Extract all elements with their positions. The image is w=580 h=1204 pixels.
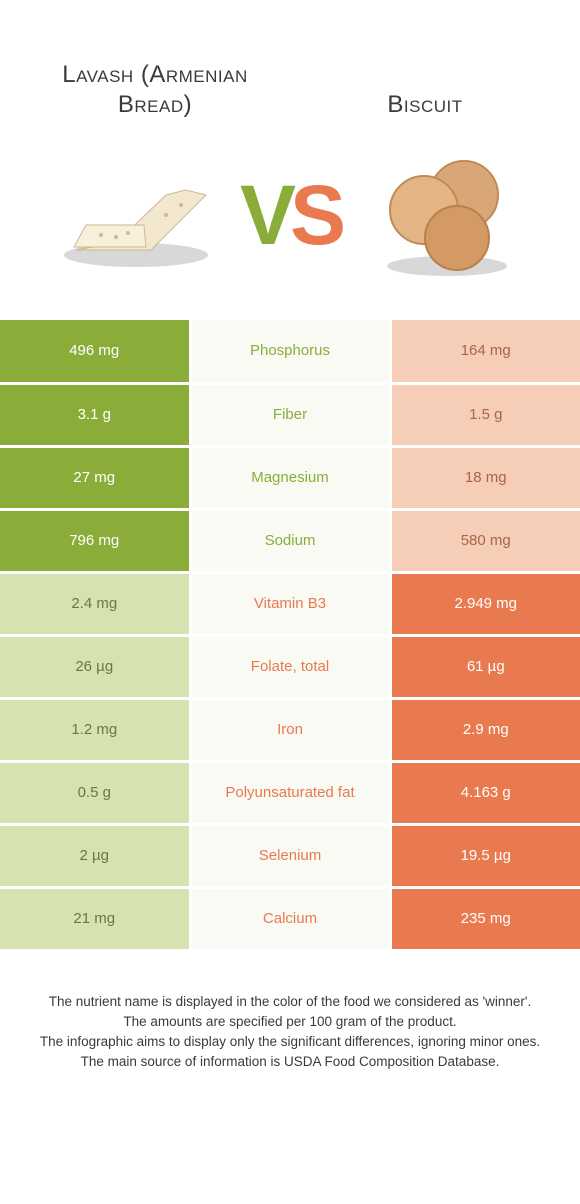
nutrient-name: Selenium xyxy=(190,824,390,887)
left-value: 27 mg xyxy=(0,446,190,509)
right-value: 580 mg xyxy=(390,509,580,572)
left-value: 21 mg xyxy=(0,887,190,950)
left-value: 1.2 mg xyxy=(0,698,190,761)
biscuit-image xyxy=(348,150,540,280)
nutrient-name: Fiber xyxy=(190,383,390,446)
right-value: 2.949 mg xyxy=(390,572,580,635)
nutrient-name: Magnesium xyxy=(190,446,390,509)
left-value: 3.1 g xyxy=(0,383,190,446)
left-value: 2 µg xyxy=(0,824,190,887)
lavash-icon xyxy=(56,155,216,275)
right-value: 61 µg xyxy=(390,635,580,698)
right-value: 164 mg xyxy=(390,320,580,383)
table-row: 26 µgFolate, total61 µg xyxy=(0,635,580,698)
table-row: 1.2 mgIron2.9 mg xyxy=(0,698,580,761)
table-row: 496 mgPhosphorus164 mg xyxy=(0,320,580,383)
right-value: 18 mg xyxy=(390,446,580,509)
nutrient-name: Iron xyxy=(190,698,390,761)
vs-label: VS xyxy=(232,173,348,257)
left-food-title: Lavash (Armenian Bread) xyxy=(40,60,290,120)
table-row: 3.1 gFiber1.5 g xyxy=(0,383,580,446)
nutrient-name: Calcium xyxy=(190,887,390,950)
table-row: 0.5 gPolyunsaturated fat4.163 g xyxy=(0,761,580,824)
right-value: 2.9 mg xyxy=(390,698,580,761)
biscuit-icon xyxy=(369,150,519,280)
comparison-table: 496 mgPhosphorus164 mg3.1 gFiber1.5 g27 … xyxy=(0,320,580,952)
header: Lavash (Armenian Bread) Biscuit xyxy=(0,0,580,120)
left-value: 0.5 g xyxy=(0,761,190,824)
footer-notes: The nutrient name is displayed in the co… xyxy=(0,952,580,1073)
table-row: 27 mgMagnesium18 mg xyxy=(0,446,580,509)
right-food-title: Biscuit xyxy=(290,90,540,120)
hero-row: VS xyxy=(0,120,580,320)
lavash-image xyxy=(40,155,232,275)
vs-s: S xyxy=(290,168,340,262)
right-value: 4.163 g xyxy=(390,761,580,824)
nutrient-name: Polyunsaturated fat xyxy=(190,761,390,824)
footer-line-3: The infographic aims to display only the… xyxy=(30,1032,550,1052)
left-value: 496 mg xyxy=(0,320,190,383)
nutrient-name: Folate, total xyxy=(190,635,390,698)
nutrient-name: Phosphorus xyxy=(190,320,390,383)
nutrient-name: Sodium xyxy=(190,509,390,572)
left-value: 2.4 mg xyxy=(0,572,190,635)
right-value: 1.5 g xyxy=(390,383,580,446)
footer-line-2: The amounts are specified per 100 gram o… xyxy=(30,1012,550,1032)
table-row: 2.4 mgVitamin B32.949 mg xyxy=(0,572,580,635)
table-row: 21 mgCalcium235 mg xyxy=(0,887,580,950)
nutrient-name: Vitamin B3 xyxy=(190,572,390,635)
footer-line-1: The nutrient name is displayed in the co… xyxy=(30,992,550,1012)
table-row: 2 µgSelenium19.5 µg xyxy=(0,824,580,887)
right-value: 235 mg xyxy=(390,887,580,950)
left-value: 796 mg xyxy=(0,509,190,572)
left-value: 26 µg xyxy=(0,635,190,698)
right-value: 19.5 µg xyxy=(390,824,580,887)
vs-v: V xyxy=(240,168,290,262)
footer-line-4: The main source of information is USDA F… xyxy=(30,1052,550,1072)
table-row: 796 mgSodium580 mg xyxy=(0,509,580,572)
